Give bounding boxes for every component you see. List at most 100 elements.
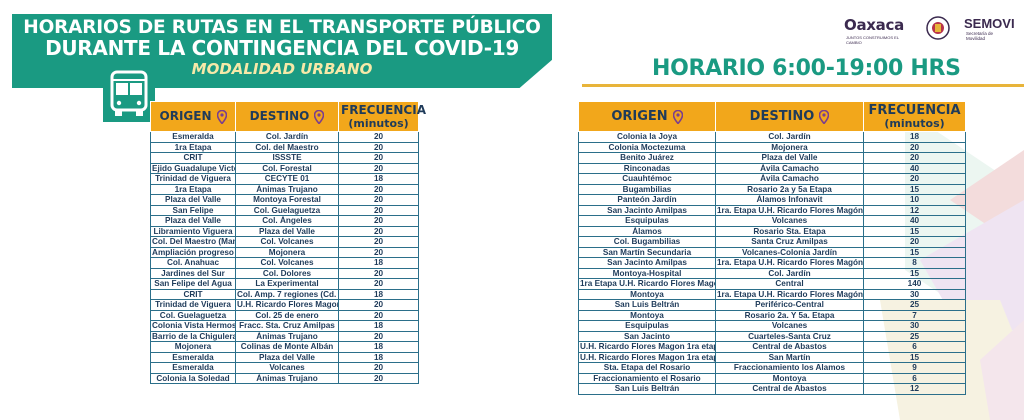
location-pin-icon: [672, 109, 683, 124]
route-destination: Col. Volcanes: [235, 257, 339, 269]
route-frequency: 40: [863, 162, 966, 174]
route-origin: U.H. Ricardo Flores Magon 1ra etapa: [578, 351, 716, 363]
route-destination: Col. Amp. 7 regiones (Cd. Jardín): [235, 288, 339, 300]
route-origin: San Jacinto Amilpas: [578, 257, 716, 269]
route-row: Col. Del Maestro (Manzana L)Col. Volcane…: [150, 236, 419, 248]
location-pin-icon: [314, 109, 325, 124]
route-destination: 1ra. Etapa U.H. Ricardo Flores Magón: [715, 204, 864, 216]
route-origin: Álamos: [578, 225, 716, 237]
route-frequency: 20: [338, 141, 419, 153]
route-destination: Santa Cruz Amilpas: [715, 236, 864, 248]
frecuencia-unit: (minutos): [348, 116, 409, 130]
route-frequency: 20: [338, 372, 419, 384]
route-frequency: 18: [863, 131, 966, 143]
route-destination: Ávila Camacho: [715, 173, 864, 185]
route-destination: Col. Jardín: [715, 267, 864, 279]
bus-icon: [110, 70, 148, 116]
route-origin: Sta. Etapa del Rosario: [578, 362, 716, 374]
route-origin: Rinconadas: [578, 162, 716, 174]
route-destination: U.H. Ricardo Flores Magon 1ra. Etapa: [235, 299, 339, 311]
route-origin: Col. Anahuac: [150, 257, 236, 269]
route-frequency: 15: [863, 183, 966, 195]
route-destination: CECYTE 01: [235, 173, 339, 185]
route-destination: Rosario 2a y 5a Etapa: [715, 183, 864, 195]
route-destination: Col. Guelaguetza: [235, 204, 339, 216]
route-destination: Central de Abastos: [715, 341, 864, 353]
route-origin: Montoya-Hospital: [578, 267, 716, 279]
route-origin: Esmeralda: [150, 131, 236, 143]
route-row: U.H. Ricardo Flores Magon 1ra etapa Centr…: [578, 341, 966, 353]
route-destination: San Martín: [715, 351, 864, 363]
route-row: Esquipulas Volcanes 30: [578, 320, 966, 332]
route-row: Mojonera Colinas de Monte Albán 18: [150, 341, 419, 353]
route-frequency: 20: [338, 330, 419, 342]
route-frequency: 20: [338, 204, 419, 216]
route-destination: Montoya Forestal: [235, 194, 339, 206]
frecuencia-unit: (minutos): [884, 116, 945, 130]
route-origin: San Luis Beltrán: [578, 299, 716, 311]
route-frequency: 18: [338, 257, 419, 269]
route-origin: 1ra Etapa: [150, 141, 236, 153]
route-origin: Mojonera: [150, 341, 236, 353]
route-destination: Col. 25 de enero: [235, 309, 339, 321]
route-origin: CRIT: [150, 288, 236, 300]
route-frequency: 20: [338, 299, 419, 311]
location-pin-icon: [216, 109, 227, 124]
route-row: Bugambilias Rosario 2a y 5a Etapa 15: [578, 183, 966, 195]
route-frequency: 20: [338, 225, 419, 237]
right-routes-table: ORIGEN DESTINO FRECUENCIA (minutos) Colon…: [578, 101, 966, 395]
route-destination: Volcanes: [715, 215, 864, 227]
route-row: Col. Bugambilias Santa Cruz Amilpas 20: [578, 236, 966, 248]
oaxaca-logo: Oaxaca: [844, 16, 904, 34]
route-origin: Colonia la Joya: [578, 131, 716, 143]
semovi-subtitle: Secretaría de Movilidad: [966, 31, 994, 41]
oaxaca-tagline: JUNTOS CONSTRUIMOS EL CAMBIO: [846, 35, 899, 45]
route-frequency: 12: [863, 204, 966, 216]
route-row: San Felipe del Agua La Experimental 20: [150, 278, 419, 290]
schedule-label: HORARIO 6:00-19:00 HRS: [652, 56, 961, 81]
route-row: Sta. Etapa del Rosario Fraccionamiento lo…: [578, 362, 966, 374]
route-origin: San Jacinto Amilpas: [578, 204, 716, 216]
route-frequency: 15: [863, 351, 966, 363]
origen-label: ORIGEN: [159, 109, 212, 123]
route-destination: Plaza del Valle: [235, 351, 339, 363]
left-routes-body: Esmeralda Col. Jardín 20 1ra Etapa Col. del …: [150, 131, 419, 384]
route-destination: Volcanes: [715, 320, 864, 332]
route-destination: Mojonera: [715, 141, 864, 153]
route-destination: ISSSTE: [235, 152, 339, 164]
route-origin: Cuauhtémoc: [578, 173, 716, 185]
route-row: Col. Guelaguetza Col. 25 de enero 20: [150, 309, 419, 321]
route-origin: Montoya: [578, 309, 716, 321]
route-frequency: 140: [863, 278, 966, 290]
route-destination: Montoya: [715, 372, 864, 384]
route-row: Montoya-Hospital Col. Jardín 15: [578, 267, 966, 279]
route-frequency: 6: [863, 372, 966, 384]
route-origin: Esquipulas: [578, 320, 716, 332]
route-row: Col. Anahuac Col. Volcanes 18: [150, 257, 419, 269]
bus-icon-box: [103, 66, 155, 122]
title-line-2: DURANTE LA CONTINGENCIA DEL COVID-19: [45, 36, 519, 60]
header-origen: ORIGEN: [578, 101, 716, 132]
route-origin: Colonia Moctezuma: [578, 141, 716, 153]
route-destination: Col. Forestal: [235, 162, 339, 174]
route-origin: Trinidad de Viguera: [150, 173, 236, 185]
route-row: San Jacinto Cuarteles-Santa Cruz 25: [578, 330, 966, 342]
route-row: Trinidad de Viguera CECYTE 01 18: [150, 173, 419, 185]
route-row: Jardines del Sur Col. Dolores 20: [150, 267, 419, 279]
state-seal-icon: [926, 16, 950, 40]
route-origin: Bugambilias: [578, 183, 716, 195]
destino-label: DESTINO: [749, 109, 815, 124]
route-origin: Colonia la Soledad: [150, 372, 236, 384]
route-frequency: 20: [338, 309, 419, 321]
destino-label: DESTINO: [249, 109, 310, 123]
route-row: Cuauhtémoc Ávila Camacho 20: [578, 173, 966, 185]
route-origin: Col. Bugambilias: [578, 236, 716, 248]
route-row: U.H. Ricardo Flores Magon 1ra etapa San M…: [578, 351, 966, 363]
route-destination: Mojonera: [235, 246, 339, 258]
route-row: Esmeralda Volcanes 20: [150, 362, 419, 374]
header-origen: ORIGEN: [150, 101, 236, 132]
header-frecuencia: FRECUENCIA (minutos): [863, 101, 966, 132]
route-frequency: 18: [338, 320, 419, 332]
route-row: CRIT ISSSTE 20: [150, 152, 419, 164]
route-origin: 1ra Etapa: [150, 183, 236, 195]
